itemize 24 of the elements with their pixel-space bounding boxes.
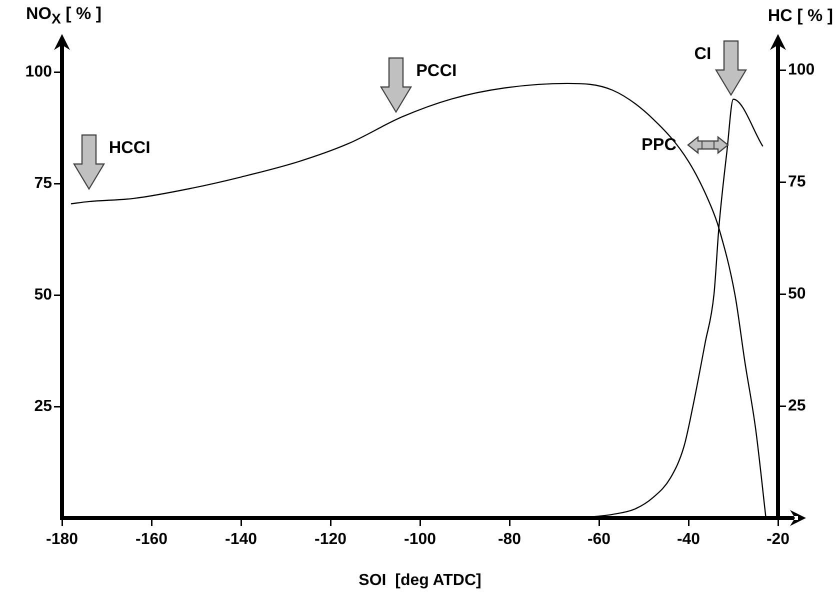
y2-tick-label: 100 [788,62,815,79]
annotation: HCCI [108,138,150,158]
y-tick-label: 100 [25,64,52,81]
y2-tick-label: 25 [788,397,806,414]
annotation: CI [694,44,712,64]
annotation: PPC [642,135,676,156]
x-axis-title: SOI [deg ATDC] [358,572,482,589]
x-tick-label: -100 [404,531,436,548]
annotation: PCCI [416,60,457,81]
x-tick-label: -120 [314,531,347,548]
y-tick-label: 25 [34,398,52,415]
x-tick-label: -60 [587,531,611,548]
x-tick-label: -40 [676,531,700,548]
y2-axis-title: HC [ % ] [768,6,833,26]
x-tick-label: -140 [224,531,258,548]
x-tick-label: -180 [46,531,78,548]
y2-tick-label: 50 [788,285,806,302]
y-tick-label: 75 [34,175,52,192]
x-tick-label: -80 [498,531,522,548]
x-tick-label: -20 [766,531,790,548]
y-axis-title: NO$_{X}$ [ % ] [26,4,102,28]
y2-tick-label: 75 [788,174,806,191]
y-tick-label: 50 [34,286,52,304]
x-tick-label: -160 [135,531,168,548]
